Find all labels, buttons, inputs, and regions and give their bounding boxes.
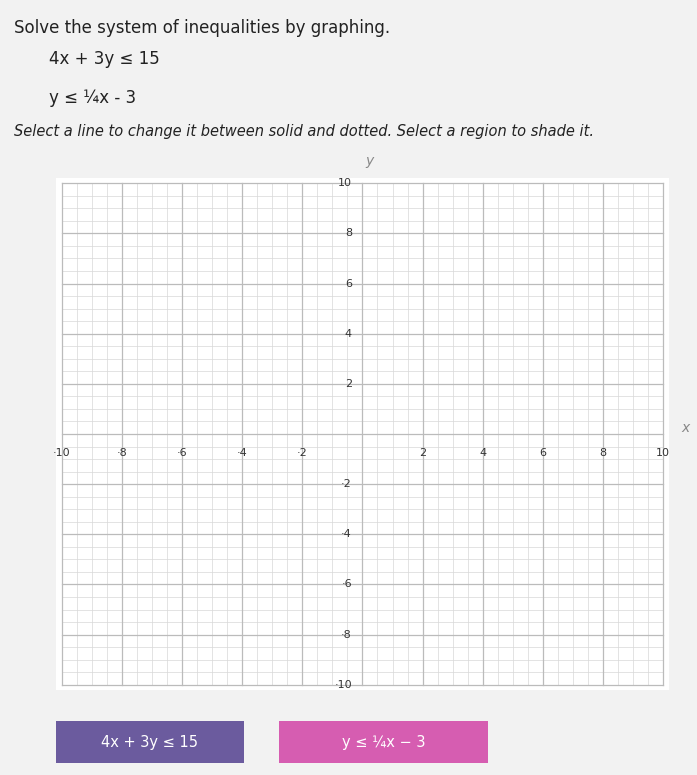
- Text: 6: 6: [539, 448, 546, 458]
- Text: ·8: ·8: [116, 448, 128, 458]
- Text: ·8: ·8: [341, 629, 352, 639]
- Text: x: x: [681, 421, 689, 435]
- Text: ·6: ·6: [342, 580, 352, 590]
- Text: 4: 4: [345, 329, 352, 339]
- Text: 6: 6: [345, 278, 352, 288]
- Text: ·6: ·6: [177, 448, 187, 458]
- Text: ·4: ·4: [341, 529, 352, 539]
- Text: ·2: ·2: [297, 448, 307, 458]
- Text: 2: 2: [345, 379, 352, 389]
- Text: Solve the system of inequalities by graphing.: Solve the system of inequalities by grap…: [14, 19, 390, 37]
- Text: 8: 8: [599, 448, 606, 458]
- Text: 8: 8: [345, 229, 352, 239]
- Text: y ≤ ¼x − 3: y ≤ ¼x − 3: [342, 735, 425, 749]
- Text: 4x + 3y ≤ 15: 4x + 3y ≤ 15: [101, 735, 199, 749]
- Text: y ≤ ¼x - 3: y ≤ ¼x - 3: [49, 89, 136, 107]
- Text: 4x + 3y ≤ 15: 4x + 3y ≤ 15: [49, 50, 160, 68]
- Text: ·4: ·4: [237, 448, 247, 458]
- Text: 10: 10: [338, 178, 352, 188]
- Text: 4: 4: [479, 448, 487, 458]
- Text: ·2: ·2: [341, 479, 352, 489]
- Text: 2: 2: [419, 448, 426, 458]
- Text: ·10: ·10: [53, 448, 70, 458]
- Text: y: y: [366, 154, 374, 168]
- Text: ·10: ·10: [335, 680, 352, 690]
- Text: Select a line to change it between solid and dotted. Select a region to shade it: Select a line to change it between solid…: [14, 124, 594, 139]
- Text: 10: 10: [656, 448, 670, 458]
